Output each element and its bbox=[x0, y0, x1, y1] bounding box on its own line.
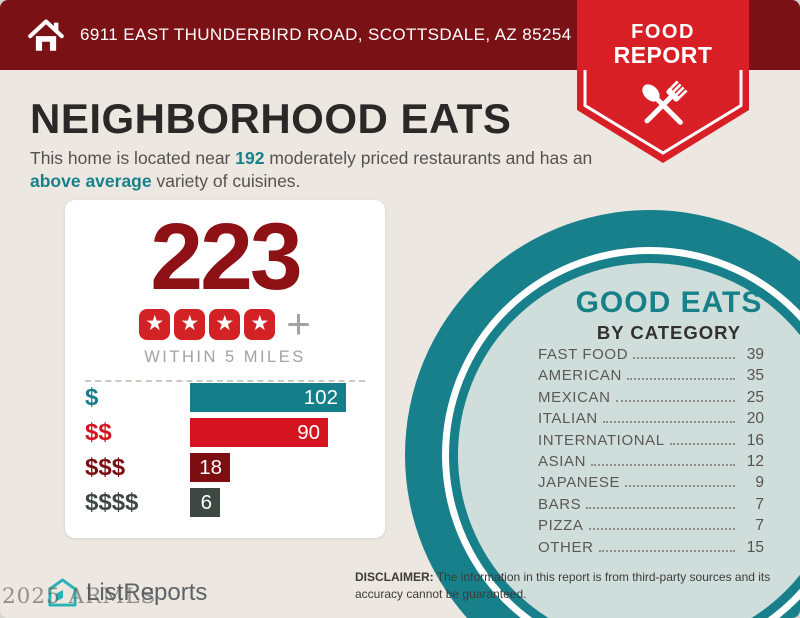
card-divider bbox=[85, 380, 365, 383]
category-value: 9 bbox=[755, 474, 764, 492]
star-icon: ★ bbox=[244, 308, 276, 340]
star-icon: ★ bbox=[209, 308, 241, 340]
price-bar-value: 6 bbox=[200, 490, 212, 514]
category-value: 7 bbox=[755, 495, 764, 513]
good-eats-subtitle: BY CATEGORY bbox=[596, 322, 742, 343]
price-bar-label: $$$ bbox=[85, 453, 126, 481]
restaurant-count-inline: 192 bbox=[235, 148, 265, 168]
plus-sign: + bbox=[286, 300, 311, 348]
ribbon-title-line2: REPORT bbox=[613, 42, 713, 68]
price-bar-label: $$$$ bbox=[85, 488, 139, 516]
restaurant-count: 223 bbox=[150, 204, 303, 310]
page-title: NEIGHBORHOOD EATS bbox=[30, 95, 512, 142]
dotted-leader bbox=[633, 357, 735, 359]
category-row: BARS 7 bbox=[538, 495, 764, 513]
price-bar-value: 90 bbox=[297, 420, 320, 444]
restaurant-count-card: 223 ★ ★ ★ ★ + WITHIN 5 MILES $102 $$ 90 $$$ 18 $$… bbox=[65, 200, 385, 538]
price-bar-label: $$ bbox=[85, 418, 112, 446]
price-bar: 90 bbox=[190, 418, 328, 447]
property-address: 6911 EAST THUNDERBIRD ROAD, SCOTTSDALE, … bbox=[80, 25, 572, 44]
dotted-leader bbox=[588, 528, 735, 531]
category-label: PIZZA bbox=[538, 517, 584, 535]
price-bar: 102 bbox=[190, 383, 346, 412]
dotted-leader bbox=[615, 399, 735, 402]
category-row: ASIAN 12 bbox=[538, 452, 764, 470]
dotted-leader bbox=[591, 463, 735, 466]
category-label: FAST FOOD bbox=[538, 346, 629, 363]
price-tier-chart: $102 $$ 90 $$$ 18 $$$$ 6 bbox=[85, 383, 365, 523]
listreports-logo: ListReports bbox=[47, 577, 207, 608]
intro-text: This home is located near 192 moderately… bbox=[30, 147, 610, 194]
price-bar-row: $$$ 18 bbox=[85, 453, 365, 482]
food-report-ribbon: FOOD REPORT bbox=[577, 0, 749, 172]
category-row: FAST FOOD 39 bbox=[538, 346, 764, 363]
armls-watermark: 2025 ARMLS bbox=[2, 584, 157, 609]
category-row: ITALIAN 20 bbox=[538, 410, 764, 428]
ribbon-shape bbox=[577, 0, 749, 163]
spoon-fork-icon bbox=[642, 80, 688, 125]
dotted-leader bbox=[598, 549, 735, 552]
intro-part3: variety of cuisines. bbox=[151, 171, 301, 192]
dotted-leader bbox=[669, 442, 735, 445]
category-label: AMERICAN bbox=[538, 367, 622, 385]
category-row: AMERICAN 35 bbox=[538, 367, 764, 385]
category-row: JAPANESE 9 bbox=[538, 474, 764, 492]
category-label: ASIAN bbox=[538, 452, 587, 470]
category-label: INTERNATIONAL bbox=[538, 431, 665, 449]
rating-stars: ★ ★ ★ ★ + bbox=[65, 300, 385, 348]
price-bar: 18 bbox=[190, 453, 230, 482]
dotted-leader bbox=[625, 485, 735, 488]
home-icon bbox=[28, 19, 64, 51]
intro-highlight: above average bbox=[30, 171, 152, 192]
disclaimer-label: DISCLAIMER: bbox=[355, 570, 434, 584]
category-row: PIZZA 7 bbox=[538, 517, 764, 535]
good-eats-circle bbox=[449, 254, 800, 618]
price-bar-row: $102 bbox=[85, 383, 365, 412]
category-list: FAST FOOD 39 AMERICAN 35 MEXICAN 25 ITALIAN 20 I… bbox=[538, 346, 764, 560]
category-value: 39 bbox=[746, 346, 764, 363]
category-value: 12 bbox=[746, 452, 764, 470]
intro-part1: This home is located near bbox=[30, 148, 236, 168]
disclaimer-text: The information in this report is from t… bbox=[355, 570, 771, 601]
price-bar: 6 bbox=[190, 488, 220, 517]
category-row: OTHER 15 bbox=[538, 538, 764, 556]
price-bar-value: 18 bbox=[199, 455, 222, 479]
category-label: OTHER bbox=[538, 538, 594, 556]
category-value: 35 bbox=[746, 367, 764, 385]
category-label: BARS bbox=[538, 495, 582, 513]
good-eats-title: GOOD EATS bbox=[575, 286, 763, 319]
category-value: 25 bbox=[746, 388, 764, 406]
star-icon: ★ bbox=[139, 308, 171, 340]
price-bar-value: 102 bbox=[303, 385, 338, 409]
good-eats-header: GOOD EATS BY CATEGORY bbox=[519, 286, 800, 344]
ribbon-title: FOOD REPORT bbox=[577, 21, 749, 68]
ribbon-title-line1: FOOD bbox=[631, 21, 695, 43]
category-label: MEXICAN bbox=[538, 388, 611, 406]
price-bar-label: $ bbox=[85, 383, 99, 411]
category-value: 7 bbox=[755, 517, 764, 535]
star-icon: ★ bbox=[174, 308, 206, 340]
category-row: MEXICAN 25 bbox=[538, 388, 764, 406]
category-label: JAPANESE bbox=[538, 474, 621, 492]
dotted-leader bbox=[602, 421, 735, 424]
price-bar-row: $$$$ 6 bbox=[85, 488, 365, 517]
intro-part2: moderately priced restaurants and has an bbox=[264, 148, 593, 168]
category-label: ITALIAN bbox=[538, 410, 598, 428]
listreports-wordmark: ListReports bbox=[86, 578, 208, 606]
dotted-leader bbox=[626, 378, 735, 381]
category-value: 16 bbox=[746, 431, 764, 449]
category-value: 20 bbox=[746, 410, 764, 428]
listreports-house-icon bbox=[48, 578, 77, 607]
dotted-leader bbox=[586, 506, 735, 509]
category-value: 15 bbox=[746, 538, 764, 556]
category-row: INTERNATIONAL 16 bbox=[538, 431, 764, 449]
price-bar-row: $$ 90 bbox=[85, 418, 365, 447]
within-miles-label: WITHIN 5 MILES bbox=[144, 348, 306, 367]
disclaimer: DISCLAIMER: The information in this repo… bbox=[355, 569, 787, 602]
